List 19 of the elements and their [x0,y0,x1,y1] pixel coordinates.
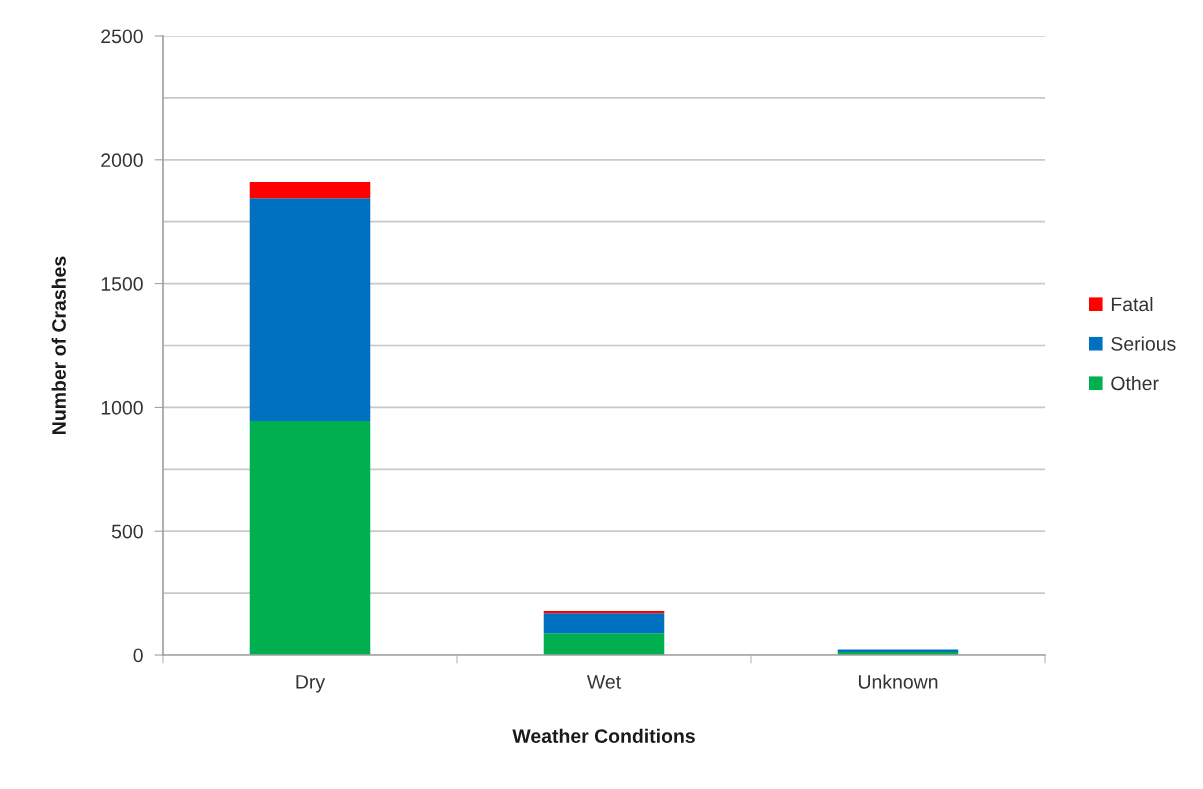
y-tick-label: 2000 [101,153,143,168]
legend-label: Other [1111,375,1159,391]
x-tick-label: Unknown [858,674,938,689]
bar [249,182,371,199]
y-tick-label: 0 [133,648,143,663]
x-axis-title: Weather Conditions [512,728,695,743]
y-tick-label: 2500 [101,29,143,44]
legend-label: Serious [1111,336,1176,351]
y-axis-title: Number of Crashes [51,256,66,434]
x-tick-label: Wet [586,675,621,689]
bar [543,613,665,634]
legend-label: Fatal [1111,296,1153,312]
bar [543,633,665,655]
y-tick-label: 1000 [101,400,143,415]
y-tick-label: 1500 [101,277,143,291]
x-tick-label: Dry [296,675,326,693]
bar [249,421,371,655]
bar [249,198,371,422]
y-tick-label: 500 [111,524,143,539]
